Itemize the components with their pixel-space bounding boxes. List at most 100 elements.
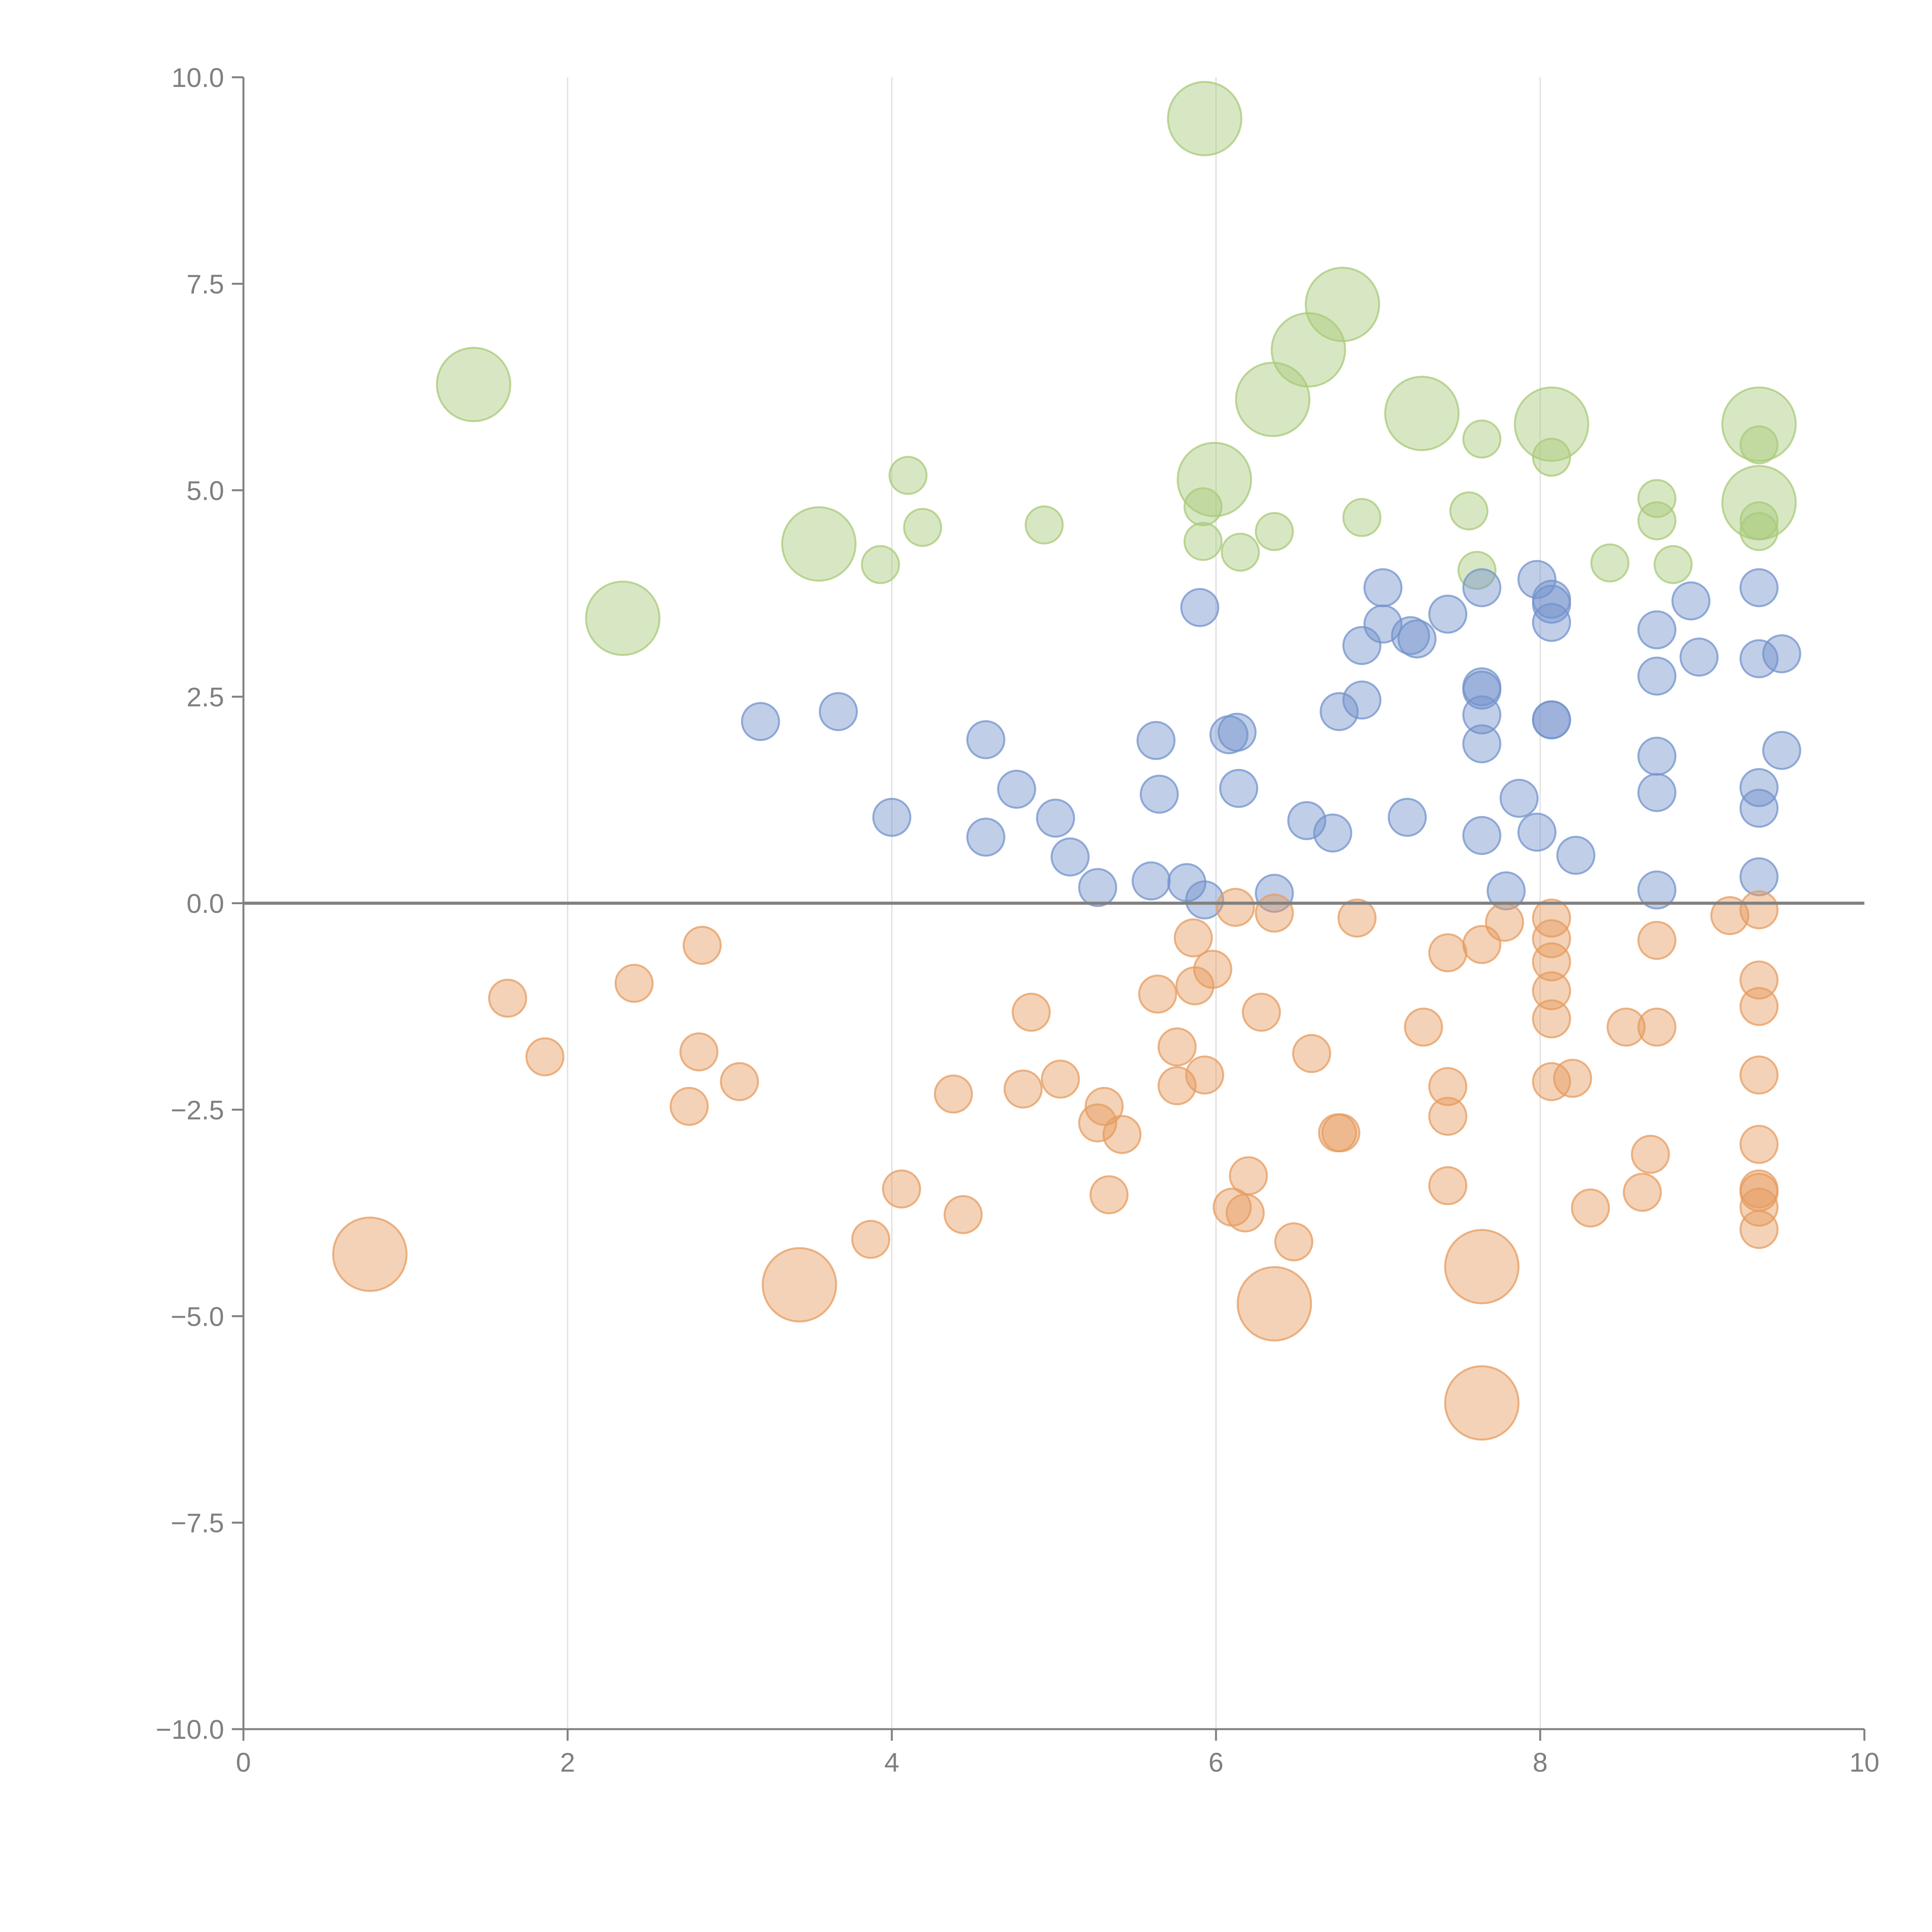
blue-bubble — [1556, 836, 1595, 875]
blue-bubble — [1391, 616, 1430, 655]
orange-bubble — [682, 926, 722, 965]
orange-bubble — [1710, 896, 1750, 935]
blue-bubble — [1517, 560, 1557, 599]
orange-bubble — [1606, 1007, 1646, 1047]
blue-bubble — [1388, 798, 1427, 837]
orange-bubble — [1175, 966, 1214, 1005]
orange-bubble — [944, 1195, 983, 1234]
green-bubble — [1342, 498, 1382, 537]
orange-bubble — [1532, 1062, 1571, 1101]
green-bubble — [781, 506, 857, 582]
orange-bubble — [1637, 921, 1677, 960]
orange-bubble — [1089, 1175, 1129, 1214]
green-bubble — [1270, 312, 1346, 388]
orange-bubble — [1173, 918, 1213, 957]
y-tick-label: −5.0 — [171, 1301, 224, 1332]
blue-bubble — [1342, 680, 1382, 720]
blue-bubble — [1739, 857, 1779, 896]
orange-bubble — [1041, 1060, 1080, 1099]
bubbles — [332, 81, 1801, 1441]
axes: 10.0 7.5 5.0 2.5 0.0 −2.5 −5.0 −7.5 −10.0 0 2 4 6 8 10 — [156, 63, 1879, 1777]
orange-bubble — [1553, 1059, 1592, 1098]
blue-bubble — [1739, 568, 1779, 607]
blue-bubble — [1131, 861, 1171, 901]
blue-bubble — [1679, 638, 1719, 677]
green-bubble — [888, 456, 928, 495]
orange-bubble — [1631, 1134, 1670, 1174]
blue-bubble — [1637, 656, 1677, 696]
orange-bubble — [670, 1087, 709, 1126]
y-tick-label: 0.0 — [187, 889, 224, 919]
orange-bubble — [720, 1062, 759, 1101]
blue-bubble — [1185, 880, 1225, 920]
green-bubble — [1514, 386, 1589, 462]
blue-bubble — [966, 720, 1005, 759]
blue-bubble — [1739, 789, 1779, 828]
blue-bubble — [1671, 581, 1711, 621]
orange-bubble — [1226, 1193, 1265, 1233]
green-bubble — [1221, 532, 1260, 572]
orange-bubble — [1003, 1069, 1043, 1109]
orange-bubble — [1255, 893, 1294, 933]
blue-bubble — [1532, 700, 1571, 740]
green-bubble — [1739, 501, 1779, 541]
green-bubble — [1653, 545, 1693, 584]
orange-bubble — [1292, 1034, 1332, 1073]
orange-bubble — [1739, 1210, 1779, 1249]
orange-bubble — [1444, 1365, 1520, 1441]
blue-bubble — [1532, 603, 1571, 642]
orange-bubble — [1637, 1007, 1677, 1047]
orange-bubble — [1157, 1066, 1197, 1105]
orange-bubble — [614, 964, 654, 1003]
blue-bubble — [1462, 724, 1502, 764]
x-tick-label: 0 — [236, 1747, 251, 1777]
blue-bubble — [1287, 801, 1327, 840]
blue-bubble — [1762, 731, 1801, 770]
orange-bubble — [1739, 1125, 1779, 1164]
orange-bubble — [1337, 898, 1377, 938]
blue-bubble — [1078, 868, 1117, 907]
green-bubble — [1637, 501, 1677, 541]
blue-bubble — [1136, 721, 1176, 760]
blue-bubble — [1180, 588, 1219, 627]
blue-bubble — [1486, 871, 1526, 910]
orange-bubble — [1157, 1027, 1197, 1066]
blue-bubble — [1637, 773, 1677, 812]
green-bubble — [1183, 487, 1223, 526]
y-tick-label: 7.5 — [187, 269, 224, 299]
green-bubble — [1532, 437, 1571, 477]
blue-bubble — [1313, 813, 1352, 853]
blue-bubble — [1462, 695, 1502, 735]
blue-bubble — [1428, 594, 1468, 634]
orange-bubble — [1739, 1055, 1779, 1095]
blue-bubble — [1762, 634, 1801, 673]
blue-bubble — [1462, 568, 1502, 607]
blue-bubble — [1320, 692, 1359, 731]
blue-bubble — [1050, 837, 1090, 877]
blue-bubble — [966, 818, 1005, 857]
green-bubble — [1183, 522, 1223, 561]
orange-bubble — [762, 1247, 837, 1323]
blue-bubble — [1517, 813, 1557, 852]
orange-bubble — [1739, 987, 1779, 1026]
blue-bubble — [1739, 768, 1779, 807]
y-tick-label: −7.5 — [171, 1508, 224, 1538]
orange-bubble — [1532, 942, 1571, 981]
green-bubble — [1739, 425, 1779, 464]
blue-bubble — [1637, 610, 1677, 650]
green-bubble — [861, 545, 900, 584]
y-tick-label: 10.0 — [172, 63, 224, 93]
blue-bubble — [1342, 626, 1382, 665]
orange-bubble — [1428, 1097, 1468, 1136]
orange-bubble — [1428, 933, 1468, 973]
blue-bubble — [872, 798, 912, 837]
blue-bubble — [1209, 715, 1249, 754]
green-bubble — [903, 508, 942, 547]
orange-bubble — [1739, 890, 1779, 930]
orange-bubble — [1078, 1103, 1117, 1143]
green-bubble — [1177, 442, 1252, 517]
y-tick-label: −10.0 — [156, 1714, 224, 1745]
green-bubble — [1255, 512, 1294, 551]
orange-bubble — [1532, 919, 1571, 958]
